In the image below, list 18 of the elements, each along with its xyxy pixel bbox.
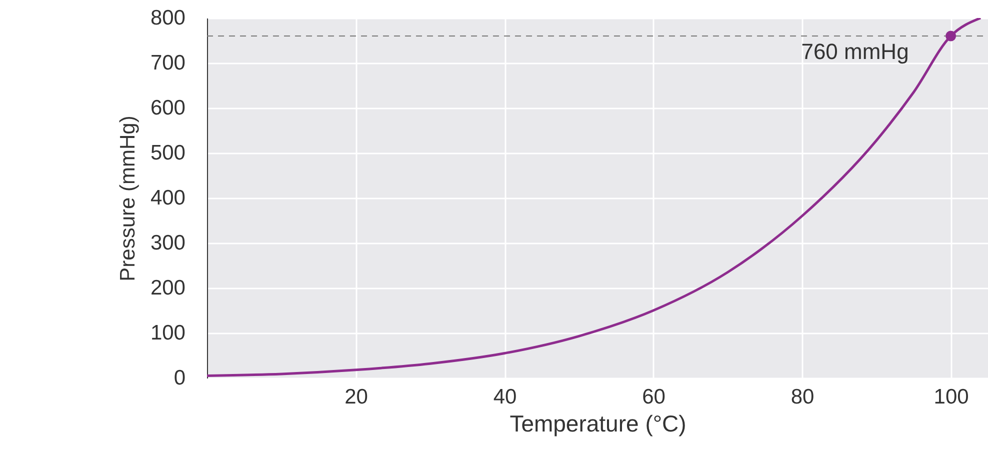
y-tick-label: 0 xyxy=(174,366,186,390)
y-axis-title: Pressure (mmHg) xyxy=(116,116,140,282)
y-tick-label: 500 xyxy=(150,142,186,164)
line-series xyxy=(207,18,982,377)
x-tick-label: 100 xyxy=(934,386,969,408)
x-tick-label: 80 xyxy=(790,386,814,408)
x-tick-label: 20 xyxy=(344,386,368,408)
x-tick-label: 60 xyxy=(642,386,666,408)
y-tick-label: 600 xyxy=(150,96,186,120)
y-tick-label: 100 xyxy=(150,322,186,344)
y-tick-label: 300 xyxy=(150,232,186,254)
y-tick-label: 200 xyxy=(150,276,186,300)
x-axis-title: Temperature (°C) xyxy=(510,410,686,436)
annotation: 760 mmHg xyxy=(801,39,909,64)
x-tick-label: 40 xyxy=(493,386,517,408)
y-tick-label: 800 xyxy=(150,6,186,30)
y-tick-label: 700 xyxy=(150,52,186,74)
y-tick-label: 400 xyxy=(150,186,186,210)
